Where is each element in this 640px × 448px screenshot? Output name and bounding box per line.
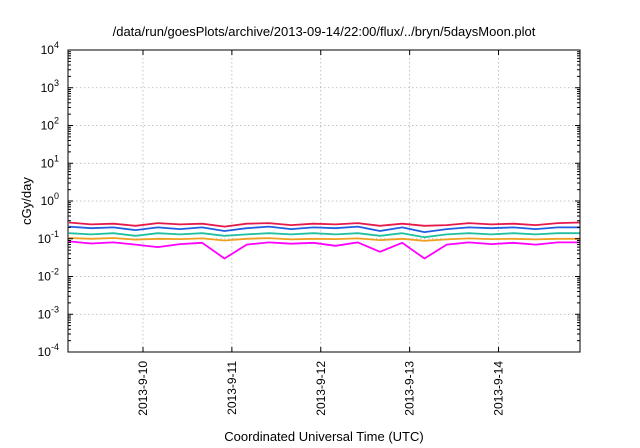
series-line-5 (68, 240, 580, 260)
x-tick-label: 2013-9-12 (314, 361, 328, 416)
y-tick-label: 104 (41, 40, 59, 57)
series-line-1 (68, 221, 581, 228)
y-tick-label: 100 (41, 191, 59, 208)
y-tick-label: 10-1 (38, 229, 59, 246)
y-tick-label: 10-3 (38, 304, 59, 321)
x-tick-label: 2013-9-11 (225, 361, 239, 415)
grid-layer (68, 50, 580, 352)
x-tick-label: 2013-9-10 (136, 361, 150, 416)
y-tick-label: 10-2 (38, 267, 59, 284)
series-line-3 (68, 232, 580, 239)
y-tick-label: 10-4 (38, 342, 59, 359)
y-tick-label: 103 (41, 78, 59, 95)
series-layer (68, 221, 581, 260)
chart-title: /data/run/goesPlots/archive/2013-09-14/2… (113, 24, 536, 39)
x-tick-label: 2013-9-13 (403, 361, 417, 416)
y-axis-label: cGy/day (19, 177, 34, 225)
x-axis-label: Coordinated Universal Time (UTC) (224, 429, 423, 444)
series-line-4 (68, 237, 580, 242)
y-tick-label: 101 (41, 153, 59, 170)
series-line-2 (68, 225, 580, 234)
ticks-layer: 10-4 10-3 10-2 10-1 100 101 102 103 104 2013-9-10… (38, 40, 580, 416)
x-tick-label: 2013-9-14 (492, 361, 506, 416)
y-tick-label: 102 (41, 116, 59, 133)
